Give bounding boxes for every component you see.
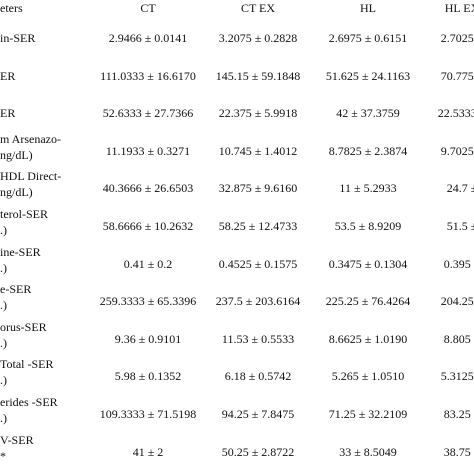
cell: 50.25 ± 2.8722 <box>221 444 295 459</box>
cell: 24.7 ± <box>446 181 474 196</box>
cell: 5.3125 ± <box>440 369 474 384</box>
row-label: Total -SER <box>0 357 54 372</box>
cell: 3.2075 ± 0.2828 <box>218 31 298 45</box>
row-label: ng/dL) <box>0 147 33 162</box>
cell: 11 ± 5.2933 <box>339 181 397 196</box>
cell: 38.75 ± <box>443 444 474 459</box>
cell: 51.5 ± <box>446 219 474 233</box>
row-label: ine-SER <box>0 244 41 259</box>
cell: 237.5 ± 203.6164 <box>215 294 301 309</box>
cell: 0.3475 ± 0.1304 <box>328 256 408 271</box>
cell: 259.3333 ± 65.3396 <box>99 294 197 309</box>
row-label: HDL Direct- <box>0 169 62 184</box>
cell: 40.3666 ± 26.6503 <box>102 181 194 196</box>
cell: 11.1933 ± 0.3271 <box>105 143 191 158</box>
row-label: .) <box>0 223 7 237</box>
row-label: .) <box>0 411 7 425</box>
cell: 8.6625 ± 1.0190 <box>328 331 408 346</box>
header-cell: CT EX <box>240 1 276 15</box>
cell: 11.53 ± 0.5533 <box>221 331 295 346</box>
row-label: .) <box>0 298 7 313</box>
cell: 8.805 ± <box>443 331 474 346</box>
row-label: * <box>0 448 6 463</box>
cell: 41 ± 2 <box>132 444 164 459</box>
row-label: in-SER <box>0 31 36 45</box>
header-cell: HL <box>360 1 376 15</box>
cell: 22.375 ± 5.9918 <box>218 106 298 121</box>
cell: 22.5333 ± <box>437 106 474 121</box>
cell: 53.5 ± 8.9209 <box>334 219 402 233</box>
row-label: m Arsenazo- <box>0 131 61 146</box>
cell: 0.41 ± 0.2 <box>123 256 173 271</box>
header-cell: HL EX <box>444 1 474 15</box>
cell: 145.15 ± 59.1848 <box>215 68 301 83</box>
cell: 94.25 ± 7.8475 <box>221 407 295 421</box>
row-label: .) <box>0 373 7 388</box>
cell: 52.6333 ± 27.7366 <box>102 106 194 121</box>
row-label: .) <box>0 335 7 350</box>
cell: 2.9466 ± 0.0141 <box>108 31 188 45</box>
cell: 0.395 ± <box>443 256 474 271</box>
cell: 2.7025 ± <box>440 31 474 45</box>
cell: 58.25 ± 12.4733 <box>218 219 298 233</box>
cell: 58.6666 ± 10.2632 <box>102 219 194 233</box>
row-label: erides -SER <box>0 395 58 409</box>
cell: 0.4525 ± 0.1575 <box>218 256 298 271</box>
cell: 9.36 ± 0.9101 <box>114 331 182 346</box>
cell: 32.875 ± 9.6160 <box>218 181 298 196</box>
cell: 5.265 ± 1.0510 <box>331 369 405 384</box>
row-label: e-SER <box>0 282 32 297</box>
cell: 70.775 ± <box>440 68 474 83</box>
cell: 42 ± 37.3759 <box>336 106 400 121</box>
row-label: V-SER <box>0 432 34 447</box>
cell: 33 ± 8.5049 <box>339 444 397 459</box>
header-cell: CT <box>140 1 156 15</box>
header-cell: eters <box>0 1 23 15</box>
row-label: .) <box>0 260 7 275</box>
cell: 9.7025 ± <box>440 143 474 158</box>
cell: 2.6975 ± 0.6151 <box>328 31 408 45</box>
cell: 8.7825 ± 2.3874 <box>328 143 408 158</box>
cell: 225.25 ± 76.4264 <box>325 294 411 309</box>
cell: 109.3333 ± 71.5198 <box>99 407 197 421</box>
row-label: orus-SER <box>0 319 47 334</box>
cell: 6.18 ± 0.5742 <box>224 369 292 384</box>
row-label: ng/dL) <box>0 185 33 200</box>
cell: 111.0333 ± 16.6170 <box>100 68 196 83</box>
cell: 51.625 ± 24.1163 <box>325 68 411 83</box>
row-label: ER <box>0 68 16 83</box>
cell: 71.25 ± 32.2109 <box>328 407 408 421</box>
cell: 204.25 ± <box>440 294 474 309</box>
row-label: ER <box>0 106 16 121</box>
cell: 83.25 ± <box>443 407 474 421</box>
cell: 5.98 ± 0.1352 <box>114 369 182 384</box>
cell: 10.745 ± 1.4012 <box>218 143 298 158</box>
row-label: terol-SER <box>0 207 48 221</box>
